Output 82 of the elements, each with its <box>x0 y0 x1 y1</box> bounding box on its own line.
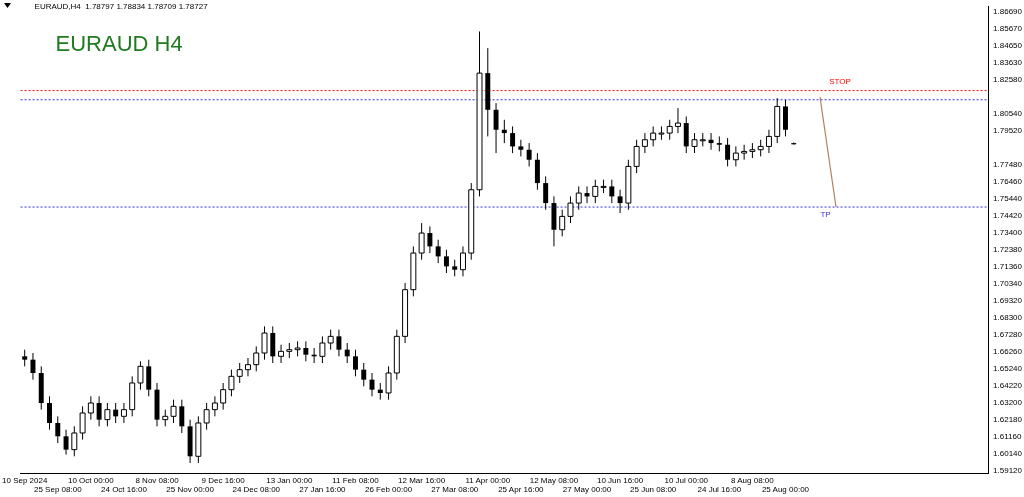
x-tick-label: 24 Dec 08:00 <box>232 485 281 495</box>
y-tick-label: 1.68300 <box>993 313 1023 323</box>
annotation: EURAUD,H4 1.78797 1.78834 1.78709 1.78727 <box>34 2 209 12</box>
candlestick <box>270 325 276 364</box>
y-tick-label: 1.62180 <box>993 415 1023 425</box>
y-tick-label: 1.79520 <box>993 126 1023 136</box>
candlestick <box>443 249 449 274</box>
x-tick-label: 27 Jan 16:00 <box>299 485 347 495</box>
x-tick-label: 10 Oct 00:00 <box>67 475 115 485</box>
y-tick-label: 1.67280 <box>993 330 1023 340</box>
x-tick-label: 10 Jun 16:00 <box>596 475 644 485</box>
x-tick-label: 25 Nov 00:00 <box>166 485 215 495</box>
x-tick-label: 13 Jan 00:00 <box>266 475 313 485</box>
candlestick <box>783 99 788 137</box>
candlestick <box>179 399 185 434</box>
y-tick-label: 1.77480 <box>993 160 1023 170</box>
y-tick-label: 1.71360 <box>993 262 1023 272</box>
candlestick <box>683 115 689 154</box>
candlestick <box>526 142 532 167</box>
x-tick-label: 27 May 00:00 <box>562 485 612 495</box>
text: EURAUD H4 <box>55 31 183 57</box>
x-tick-label: 9 Dec 16:00 <box>201 475 246 485</box>
y-tick-label: 1.82580 <box>993 75 1023 85</box>
candlestick <box>336 329 342 357</box>
ref-line-label: STOP <box>829 76 851 86</box>
y-tick-label: 1.75440 <box>993 194 1023 204</box>
x-tick-label: 12 May 08:00 <box>529 475 579 485</box>
candlestick <box>427 225 433 254</box>
y-tick-label: 1.73400 <box>993 228 1023 238</box>
y-tick-label: 1.61160 <box>993 432 1022 442</box>
candlestick <box>534 152 540 191</box>
y-tick-label: 1.63200 <box>993 398 1023 408</box>
x-tick-label: 25 Jun 08:00 <box>630 485 677 495</box>
ref-line-label: TP <box>820 210 831 220</box>
candlestick <box>303 340 309 362</box>
y-tick-label: 1.64220 <box>993 381 1023 391</box>
y-tick-label: 1.72380 <box>993 245 1023 255</box>
candlestick <box>352 349 358 377</box>
y-tick-label: 1.59120 <box>993 466 1023 476</box>
candlestick <box>725 137 731 167</box>
y-tick-label: 1.65240 <box>993 364 1023 374</box>
x-tick-label: 8 Aug 08:00 <box>731 475 775 485</box>
y-tick-label: 1.69320 <box>993 296 1023 306</box>
y-tick-label: 1.80540 <box>993 109 1023 119</box>
y-tick-label: 1.86690 <box>993 6 1023 16</box>
y-tick-label: 1.66260 <box>993 347 1023 357</box>
candlestick <box>493 102 499 154</box>
y-tick-label: 1.70340 <box>993 279 1023 289</box>
x-tick-label: 25 Apr 16:00 <box>498 485 545 495</box>
candlestick <box>543 175 549 211</box>
candlestick <box>518 139 524 157</box>
y-tick-label: 1.76460 <box>993 177 1023 187</box>
candlestick <box>361 362 367 387</box>
x-tick-label: 12 Mar 16:00 <box>398 475 446 485</box>
x-tick-label: 8 Nov 08:00 <box>135 475 180 485</box>
y-tick-label: 1.84650 <box>993 40 1023 50</box>
y-tick-label: 1.74420 <box>993 211 1023 221</box>
x-tick-label: 10 Jul 00:00 <box>664 475 709 485</box>
x-tick-label: 24 Jul 16:00 <box>697 485 742 495</box>
candlestick <box>30 352 36 381</box>
x-tick-label: 25 Sep 08:00 <box>33 485 83 495</box>
candlestick <box>63 429 69 456</box>
y-tick-label: 1.85670 <box>993 23 1023 33</box>
x-tick-label: 10 Sep 2024 <box>2 475 48 485</box>
candlestick <box>344 342 350 364</box>
x-tick-label: 26 Feb 00:00 <box>364 485 413 495</box>
x-tick-label: 25 Aug 00:00 <box>761 485 810 495</box>
candlestick <box>146 359 152 397</box>
candlestick <box>609 179 615 204</box>
x-tick-label: 24 Oct 16:00 <box>101 485 148 495</box>
candlestick <box>617 189 623 214</box>
x-tick-label: 27 Mar 08:00 <box>431 485 479 495</box>
x-tick-label: 11 Feb 08:00 <box>332 475 380 485</box>
candlestick <box>96 395 102 427</box>
x-tick-label: 11 Apr 00:00 <box>465 475 511 485</box>
y-tick-label: 1.83630 <box>993 57 1023 67</box>
candlestick <box>435 239 441 264</box>
candlestick <box>510 125 516 154</box>
candlestick <box>47 395 52 431</box>
y-tick-label: 1.60140 <box>993 449 1023 459</box>
candlestick <box>113 402 119 424</box>
candlestick <box>55 415 61 444</box>
